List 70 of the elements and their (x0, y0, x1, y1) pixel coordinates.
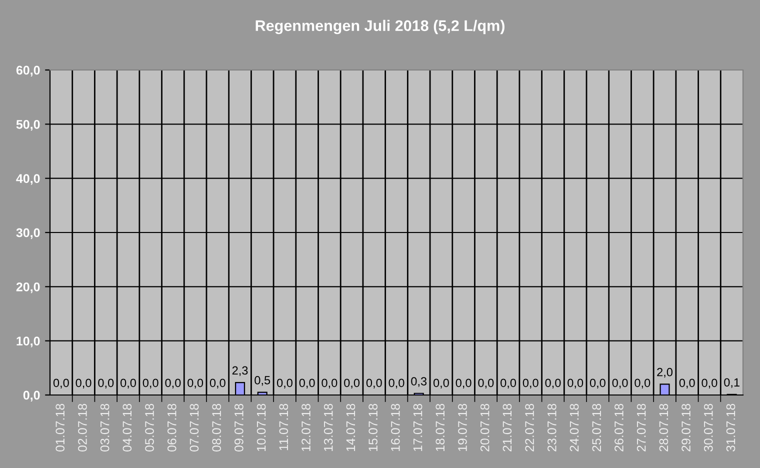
y-tick-label: 30,0 (16, 228, 40, 239)
x-tick-label: 06.07.18 (167, 404, 176, 452)
x-tick-label: 08.07.18 (212, 404, 222, 452)
x-tick-label: 25.07.18 (592, 404, 602, 452)
x-tick-label: 03.07.18 (100, 404, 110, 452)
data-label: 0,0 (142, 378, 158, 389)
x-tick-label: 24.07.18 (570, 404, 579, 452)
y-tick-label: 60,0 (16, 66, 40, 76)
x-tick-label: 21.07.18 (502, 404, 512, 452)
x-tick-label: 26.07.18 (614, 404, 624, 452)
data-label: 0,0 (188, 378, 204, 389)
x-tick-label: 30.07.18 (704, 404, 713, 452)
data-label: 0,0 (433, 378, 449, 389)
data-label: 0,0 (679, 378, 695, 389)
y-tick-label: 20,0 (16, 282, 40, 294)
data-label: 0,0 (120, 378, 136, 389)
x-tick-label: 01.07.18 (56, 404, 65, 452)
x-tick-label: 16.07.18 (391, 404, 400, 452)
data-label: 0,0 (98, 378, 114, 389)
data-label: 0,3 (411, 377, 427, 387)
y-tick-label: 40,0 (16, 174, 40, 185)
x-tick-label: 29.07.18 (682, 404, 690, 452)
data-label: 0,0 (276, 378, 292, 389)
data-label: 0,0 (322, 378, 338, 389)
x-tick-label: 09.07.18 (234, 404, 244, 452)
x-tick-label: 23.07.18 (547, 404, 556, 452)
x-tick-label: 18.07.18 (436, 404, 445, 452)
data-label: 0,5 (254, 376, 270, 386)
y-tick-label: 10,0 (16, 336, 40, 348)
data-label: 0,0 (702, 378, 718, 389)
y-tick-label: 50,0 (16, 120, 40, 131)
x-tick-label: 15.07.18 (368, 404, 378, 452)
x-tick-label: 12.07.18 (302, 404, 310, 452)
x-tick-label: 05.07.18 (145, 404, 154, 452)
data-label: 0,0 (612, 378, 628, 389)
data-label: 0,0 (634, 378, 650, 389)
chart-title: Regenmengen Juli 2018 (5,2 L/qm) (256, 20, 504, 34)
data-label: 0,0 (53, 378, 69, 389)
x-tick-label: 13.07.18 (324, 404, 333, 452)
x-tick-label: 27.07.18 (636, 404, 646, 452)
data-label: 0,0 (545, 378, 561, 389)
data-label: 0,0 (388, 378, 404, 389)
data-label: 0,0 (522, 378, 538, 389)
data-label: 0,1 (724, 378, 740, 388)
x-tick-label: 02.07.18 (78, 404, 87, 452)
data-label: 0,0 (500, 378, 516, 389)
data-label: 2,0 (657, 368, 673, 378)
x-tick-label: 22.07.18 (525, 404, 534, 452)
data-label: 2,3 (232, 366, 248, 376)
data-label: 0,0 (210, 378, 226, 389)
data-label: 0,0 (366, 378, 382, 389)
x-tick-label: 19.07.18 (458, 404, 467, 452)
x-tick-label: 11.07.18 (279, 404, 288, 450)
x-tick-label: 17.07.18 (413, 404, 422, 452)
x-tick-label: 20.07.18 (480, 404, 490, 452)
data-label: 0,0 (344, 378, 360, 389)
y-tick-label: 0,0 (23, 390, 40, 402)
data-label: 0,0 (456, 378, 472, 389)
x-tick-label: 28.07.18 (659, 404, 668, 452)
data-label: 0,0 (76, 378, 92, 389)
data-label: 0,0 (568, 378, 584, 389)
data-label: 0,0 (165, 378, 181, 389)
data-label: 0,0 (478, 378, 494, 389)
x-tick-label: 07.07.18 (190, 404, 199, 452)
x-tick-label: 10.07.18 (256, 404, 266, 452)
data-label: 0,0 (299, 378, 315, 389)
x-tick-label: 04.07.18 (122, 404, 132, 452)
x-tick-label: 31.07.18 (726, 404, 736, 452)
data-label: 0,0 (590, 378, 606, 389)
x-tick-label: 14.07.18 (346, 404, 356, 452)
